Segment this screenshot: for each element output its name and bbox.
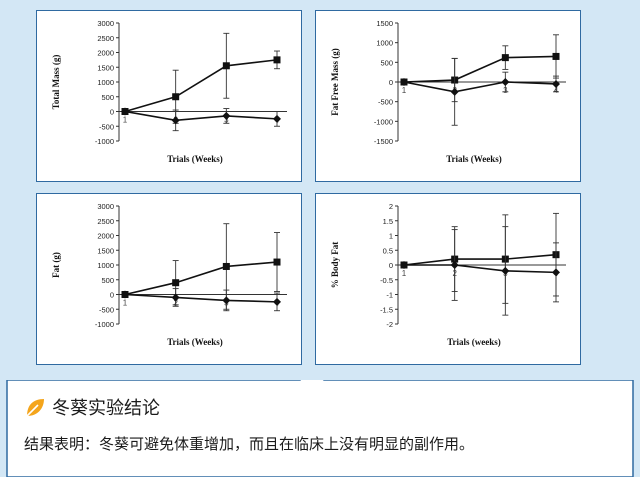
y-tick-label: 0 <box>389 261 393 270</box>
y-tick-label: -1.5 <box>380 305 393 314</box>
y-tick-label: -0.5 <box>380 276 393 285</box>
conclusion-title: 冬葵实验结论 <box>52 398 160 419</box>
y-tick-label: -500 <box>99 305 114 314</box>
chart-svg: 300025002000150010005000-500-10001234Tri… <box>51 202 287 347</box>
y-tick-label: 1000 <box>97 78 114 87</box>
chart-body-fat: 21.510.50-0.5-1-1.5-21234Trials (weeks)%… <box>315 193 581 365</box>
conclusion-box <box>0 380 640 477</box>
data-point-square <box>222 62 230 70</box>
data-point-diamond <box>501 78 510 86</box>
chart-fat: 300025002000150010005000-500-10001234Tri… <box>36 193 302 365</box>
y-tick-label: 0 <box>389 78 393 87</box>
y-tick-label: 1.5 <box>383 217 393 226</box>
series-line <box>124 261 278 296</box>
y-tick-label: 1000 <box>376 39 393 48</box>
series-line <box>124 110 278 122</box>
y-tick-label: 1000 <box>97 261 114 270</box>
data-point-diamond <box>121 290 129 299</box>
y-tick-label: -1000 <box>95 320 114 329</box>
conclusion-text: 结果表明：冬葵可避免体重增加，而且在临床上没有明显的副作用。 <box>24 435 475 453</box>
chart-svg: 300025002000150010005000-500-10001234Tri… <box>51 19 287 164</box>
y-tick-label: 3000 <box>97 19 114 28</box>
data-point-diamond <box>552 79 560 88</box>
y-tick-label: 500 <box>101 93 114 102</box>
y-axis-label: Total Mass (g) <box>51 55 61 110</box>
y-tick-label: -500 <box>378 98 393 107</box>
y-tick-label: 2500 <box>97 34 114 43</box>
x-tick-label: 1 <box>402 86 407 95</box>
y-tick-label: 1500 <box>97 246 114 255</box>
y-tick-label: 500 <box>101 276 114 285</box>
chart-svg: 21.510.50-0.5-1-1.5-21234Trials (weeks)%… <box>330 202 566 347</box>
data-point-square <box>172 93 180 101</box>
data-point-diamond <box>222 111 231 120</box>
y-tick-label: 0 <box>110 108 114 117</box>
y-tick-label: -1 <box>386 291 393 300</box>
y-tick-label: 0 <box>110 291 114 300</box>
data-point-diamond <box>501 266 510 275</box>
y-tick-label: 2 <box>389 202 393 211</box>
x-axis-label: Trials (Weeks) <box>167 154 223 164</box>
y-tick-label: -500 <box>99 122 114 131</box>
series-line <box>403 55 557 83</box>
y-tick-label: 0.5 <box>383 246 393 255</box>
y-tick-label: -2 <box>386 320 393 329</box>
x-axis-label: Trials (weeks) <box>447 337 501 347</box>
data-point-diamond <box>400 261 408 269</box>
data-point-diamond <box>171 293 180 302</box>
series-line <box>124 59 278 113</box>
y-axis-label: Fat Free Mass (g) <box>330 48 340 116</box>
series-line <box>403 81 557 93</box>
y-axis-label: Fat (g) <box>51 252 61 278</box>
data-point-square <box>552 52 560 60</box>
x-tick-label: 1 <box>402 269 407 278</box>
x-axis-label: Trials (Weeks) <box>446 154 502 164</box>
leaf-icon <box>24 396 46 418</box>
x-tick-label: 1 <box>123 299 128 308</box>
data-point-diamond <box>222 296 231 305</box>
x-axis-label: Trials (Weeks) <box>167 337 223 347</box>
y-tick-label: 1500 <box>97 63 114 72</box>
series-line <box>403 253 557 266</box>
y-tick-label: 1500 <box>376 19 393 28</box>
chart-total-mass: 300025002000150010005000-500-10001234Tri… <box>36 10 302 182</box>
data-point-diamond <box>171 116 180 125</box>
data-point-diamond <box>121 107 129 116</box>
y-tick-label: 2000 <box>97 49 114 58</box>
data-point-diamond <box>450 261 459 269</box>
y-tick-label: 2000 <box>97 232 114 241</box>
y-tick-label: -1000 <box>95 137 114 146</box>
y-tick-label: 500 <box>380 58 393 67</box>
y-tick-label: 1 <box>389 232 393 241</box>
y-tick-label: -1000 <box>374 117 393 126</box>
data-point-diamond <box>552 268 560 277</box>
data-point-square <box>273 258 281 266</box>
data-point-square <box>273 56 281 64</box>
y-tick-label: 2500 <box>97 217 114 226</box>
data-point-diamond <box>450 87 459 96</box>
data-point-diamond <box>273 114 281 123</box>
data-point-diamond <box>400 78 408 86</box>
data-point-square <box>222 262 230 270</box>
y-tick-label: -1500 <box>374 137 393 146</box>
data-point-diamond <box>273 297 281 306</box>
y-axis-label: % Body Fat <box>330 242 340 289</box>
series-line <box>404 264 557 274</box>
y-tick-label: 3000 <box>97 202 114 211</box>
series-line <box>124 293 278 303</box>
data-point-square <box>501 54 509 62</box>
x-tick-label: 1 <box>123 116 128 125</box>
data-point-square <box>172 279 180 287</box>
